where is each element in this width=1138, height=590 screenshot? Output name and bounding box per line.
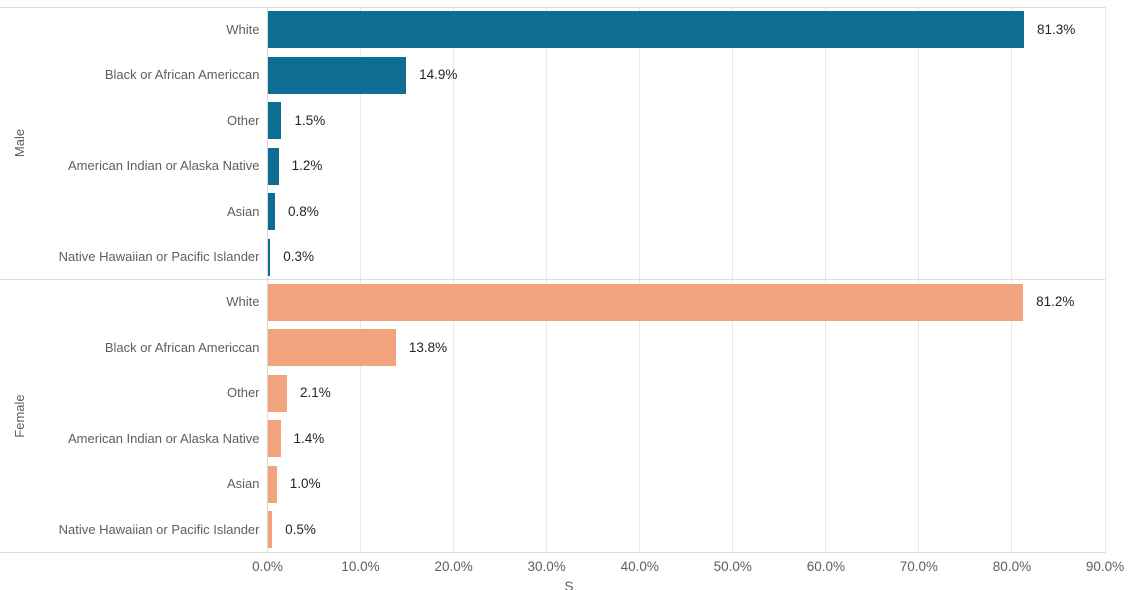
category-label: Native Hawaiian or Pacific Islander: [58, 521, 260, 537]
bar-value-label: 2.1%: [300, 385, 331, 401]
x-tick-label: 10.0%: [341, 559, 380, 574]
bar-male-3[interactable]: [267, 147, 279, 185]
x-axis-title-partial: S: [564, 579, 574, 590]
category-label: American Indian or Alaska Native: [68, 430, 260, 446]
category-label: Black or African Americcan: [104, 67, 260, 83]
group-separator: [0, 279, 1105, 281]
x-tick-label: 50.0%: [713, 559, 752, 574]
bar-male-1[interactable]: [267, 56, 407, 94]
x-tick-label: 80.0%: [992, 559, 1032, 574]
category-label: Asian: [226, 203, 260, 219]
bar-value-label: 1.5%: [294, 112, 326, 128]
bar-value-label: 1.2%: [291, 158, 323, 174]
bar-value-label: 1.0%: [289, 476, 321, 492]
bar-male-0[interactable]: [267, 11, 1025, 49]
bar-female-4[interactable]: [267, 465, 277, 503]
bar-value-label: 0.3%: [283, 249, 315, 265]
x-tick-label: 20.0%: [434, 559, 473, 574]
plot-top-border: [0, 6, 1105, 8]
category-label: Other: [226, 385, 260, 401]
bar-female-5[interactable]: [267, 511, 273, 549]
bar-male-2[interactable]: [267, 102, 282, 140]
bar-female-2[interactable]: [267, 374, 288, 412]
x-tick-label: 0.0%: [252, 559, 283, 574]
category-label: Asian: [226, 476, 260, 492]
category-label: Other: [226, 112, 260, 128]
x-tick-label: 70.0%: [899, 559, 939, 574]
group-label-male: Male: [12, 129, 27, 158]
category-label: White: [226, 21, 260, 37]
x-tick-label: 60.0%: [806, 559, 845, 574]
x-tick-label: 40.0%: [620, 559, 659, 574]
gridline: [1104, 7, 1106, 553]
x-tick-label: 30.0%: [527, 559, 566, 574]
bar-value-label: 1.4%: [293, 430, 325, 446]
category-label: Black or African Americcan: [104, 339, 260, 355]
bar-value-label: 81.3%: [1037, 21, 1076, 37]
bar-male-4[interactable]: [267, 193, 275, 231]
category-axis-line: [267, 7, 268, 553]
bar-female-0[interactable]: [267, 283, 1024, 321]
bar-male-5[interactable]: [267, 238, 271, 276]
bar-value-label: 0.8%: [287, 203, 319, 219]
bar-value-label: 14.9%: [419, 67, 458, 83]
category-label: White: [226, 294, 260, 310]
bar-value-label: 0.5%: [285, 521, 316, 537]
x-tick-label: 90.0%: [1085, 559, 1125, 574]
group-label-female: Female: [12, 394, 27, 438]
bar-value-label: 13.8%: [408, 339, 448, 355]
x-axis-line: [0, 552, 1105, 553]
category-label: American Indian or Alaska Native: [68, 158, 260, 174]
bar-female-3[interactable]: [267, 420, 281, 458]
category-label: Native Hawaiian or Pacific Islander: [58, 249, 260, 265]
bar-value-label: 81.2%: [1036, 294, 1075, 310]
bar-female-1[interactable]: [267, 329, 396, 367]
